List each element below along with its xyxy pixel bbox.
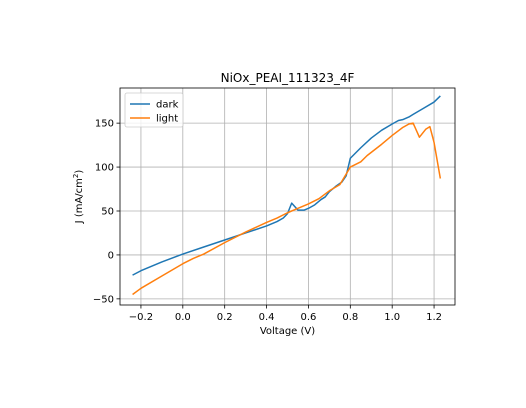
chart-title: NiOx_PEAI_111323_4F [221,71,355,85]
x-tick-label: 1.2 [426,312,442,323]
y-tick-label: −50 [93,294,114,305]
y-axis-label-superscript: 2 [72,174,80,178]
grid-layer [120,88,455,305]
axes-frame [119,87,456,306]
legend: dark light [124,92,184,128]
tick-layer: −0.2 0.0 0.2 0.4 0.6 0.8 1.0 1.2 −50 0 50 100 150 [93,119,442,323]
x-tick-label: 0.2 [217,312,233,323]
x-tick-label: 0.6 [300,312,316,323]
x-tick-label: 0.0 [175,312,191,323]
y-tick-label: 150 [95,119,114,130]
y-axis-label: J (mA/cm2) [72,170,85,225]
series-layer [132,95,442,296]
y-tick-label: 100 [95,163,114,174]
x-tick-label: 0.8 [342,312,358,323]
legend-label-light: light [156,114,178,125]
series-line-light [132,122,442,296]
series-line-dark [132,95,441,276]
x-tick-label: 1.0 [384,312,400,323]
y-axis-label-main: J (mA/cm [74,178,85,224]
x-tick-label: −0.2 [129,312,153,323]
legend-label-dark: dark [156,100,179,111]
x-tick-label: 0.4 [259,312,275,323]
y-axis-label-close: ) [74,170,85,174]
x-axis-label: Voltage (V) [260,326,315,337]
y-tick-label: 50 [101,206,114,217]
y-tick-label: 0 [108,250,114,261]
